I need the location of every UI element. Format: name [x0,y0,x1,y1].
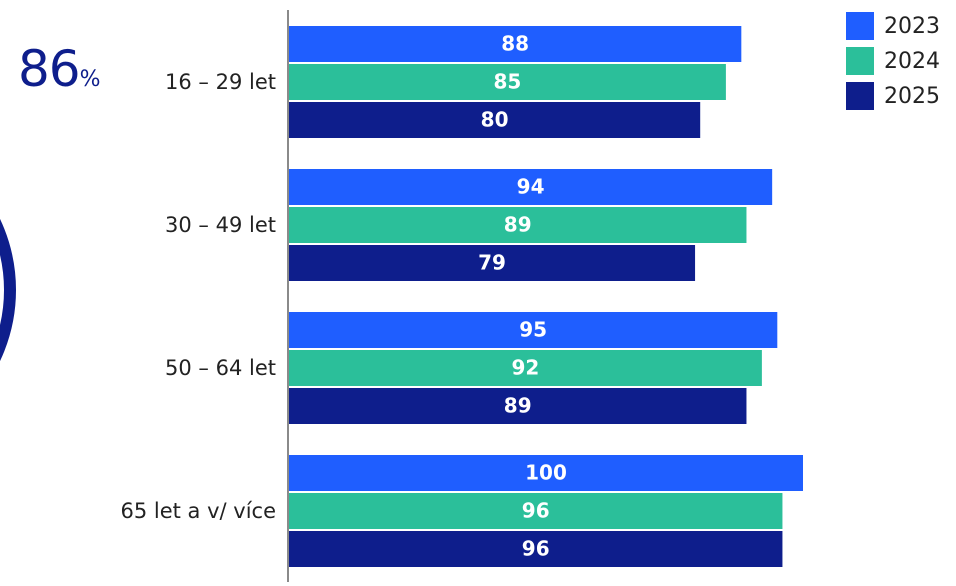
legend-label: 2023 [884,14,940,39]
legend-label: 2025 [884,84,940,109]
data-label: 96 [522,499,550,523]
bar-2023 [289,312,778,348]
category-label: 30 – 49 let [165,213,276,237]
bar-2025 [289,102,701,138]
legend-label: 2024 [884,49,940,74]
legend-swatch-2023 [846,12,874,40]
data-label: 96 [522,537,550,561]
data-label: 85 [494,70,522,94]
bar-2024 [289,493,783,529]
category-label: 16 – 29 let [165,70,276,94]
data-label: 79 [478,251,506,275]
data-label: 88 [501,32,529,56]
data-label: 94 [517,175,545,199]
bar-2025 [289,245,696,281]
side-stat-value: 86 [18,40,81,98]
data-label: 89 [504,394,532,418]
bar-2024 [289,207,747,243]
legend-swatch-2024 [846,47,874,75]
category-label: 50 – 64 let [165,356,276,380]
bar-2025 [289,388,747,424]
bar-2024 [289,350,762,386]
bar-2023 [289,169,773,205]
category-label: 65 let a v/ více [120,499,276,523]
bar-2024 [289,64,726,100]
decorative-ring [0,219,16,361]
side-stat: 86% [18,44,101,94]
side-stat-unit: % [79,67,101,92]
data-label: 92 [512,356,540,380]
data-label: 80 [481,108,509,132]
data-label: 89 [504,213,532,237]
bar-2023 [289,26,742,62]
data-label: 100 [525,461,567,485]
legend-swatch-2025 [846,82,874,110]
bar-2023 [289,455,803,491]
bar-2025 [289,531,783,567]
data-label: 95 [519,318,547,342]
